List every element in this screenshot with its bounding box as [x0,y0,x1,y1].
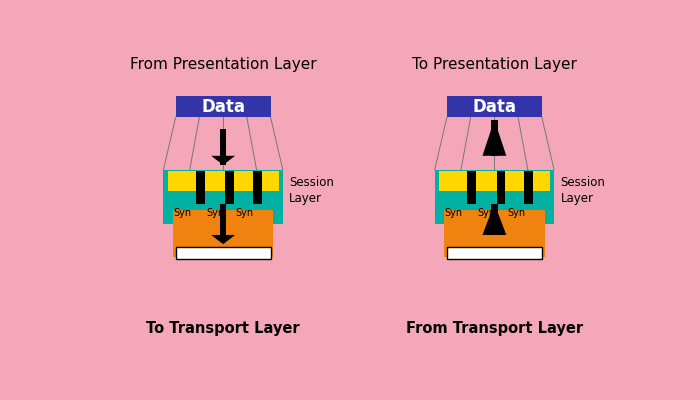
Text: Syn: Syn [206,208,225,218]
Bar [225,171,234,204]
Bar [173,210,273,258]
Polygon shape [211,156,235,165]
Text: From Transport Layer: From Transport Layer [406,320,583,336]
Text: From Presentation Layer: From Presentation Layer [130,57,316,72]
Text: Data: Data [473,98,517,116]
Bar [496,171,505,204]
Bar [444,210,545,258]
Polygon shape [482,120,506,156]
Text: Syn: Syn [236,208,254,218]
Bar [447,96,542,117]
Text: Syn: Syn [477,208,496,218]
Bar [196,171,204,204]
Bar [447,247,542,259]
Text: Session
Layer: Session Layer [289,176,334,205]
Bar [176,96,271,117]
Text: Session
Layer: Session Layer [561,176,606,205]
Bar [439,171,550,191]
Bar [253,171,262,204]
Text: To Presentation Layer: To Presentation Layer [412,57,577,72]
Bar [220,129,226,165]
Text: Syn: Syn [174,208,192,218]
Text: Data: Data [201,98,245,116]
Text: Syn: Syn [507,208,525,218]
Bar [491,204,498,235]
Bar [163,170,283,224]
Bar [220,204,226,235]
Polygon shape [211,235,235,244]
Bar [435,170,554,224]
Bar [468,171,476,204]
Bar [167,171,279,191]
Bar [524,171,533,204]
Bar [176,247,271,259]
Text: Syn: Syn [444,208,463,218]
Bar [491,120,498,156]
Polygon shape [482,204,506,235]
Text: To Transport Layer: To Transport Layer [146,320,300,336]
